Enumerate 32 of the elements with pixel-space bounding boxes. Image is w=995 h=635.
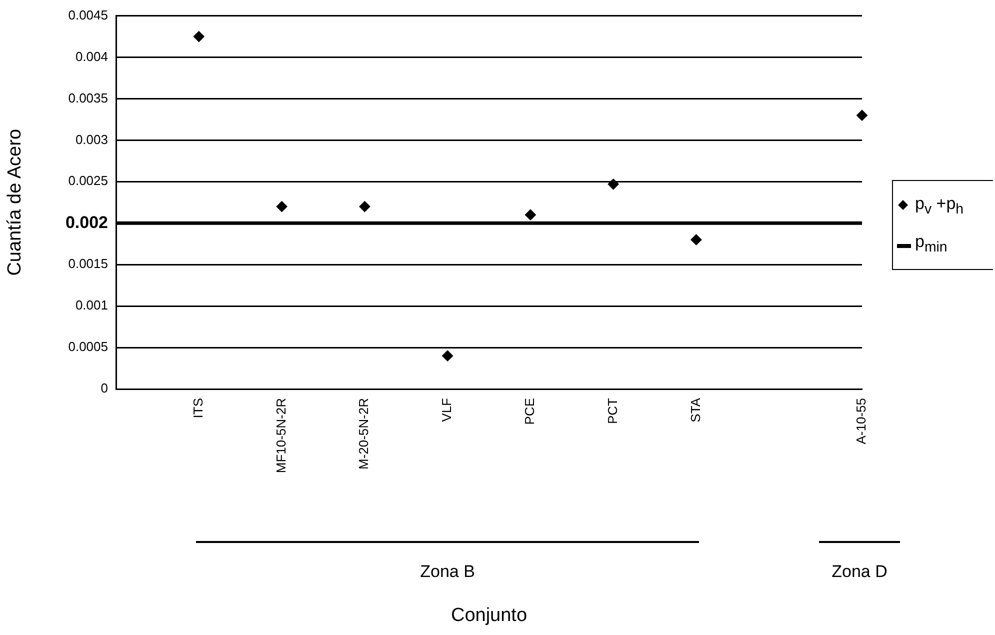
y-tick-label: 0.004 xyxy=(75,48,108,64)
legend-label: p$_{min}$ xyxy=(915,232,948,256)
point xyxy=(608,178,619,190)
point xyxy=(359,201,370,212)
x-tick-label: VLF xyxy=(439,398,454,422)
x-tick-label: STA xyxy=(688,398,703,422)
y-tick-label: 0.0005 xyxy=(68,339,108,354)
point xyxy=(524,209,536,220)
point xyxy=(442,350,454,362)
y-tick-label: 0.0045 xyxy=(68,7,108,22)
point xyxy=(856,110,868,121)
x-tick-label: MF10-5N-2R xyxy=(273,398,288,474)
text: Conjunto xyxy=(450,605,528,627)
point xyxy=(276,201,288,212)
text: Zona B xyxy=(420,562,475,582)
y-tick-label: 0 xyxy=(100,380,108,396)
y-tick-label: 0.0025 xyxy=(68,173,108,188)
text: Zona D xyxy=(832,562,888,582)
y-tick-label: 0.003 xyxy=(75,132,108,147)
y-tick-label: 0.002 xyxy=(65,212,108,232)
y-tick-label: 0.0035 xyxy=(68,90,108,106)
legend-label: p$_{v}$ +p$_{h}$ xyxy=(915,194,964,218)
x-tick-label: A-10-55 xyxy=(854,398,869,444)
point xyxy=(690,234,702,246)
y-tick-label: 0.0015 xyxy=(68,256,108,272)
x-tick-label: M-20-5N-2R xyxy=(356,398,372,470)
x-tick-label: PCE xyxy=(522,398,538,425)
y-tick-label: 0.001 xyxy=(75,298,108,313)
y-axis-title: Cuantía de Acero xyxy=(4,128,26,276)
x-tick-label: ITS xyxy=(190,398,206,418)
point xyxy=(193,31,204,42)
x-tick-label: PCT xyxy=(604,398,620,424)
